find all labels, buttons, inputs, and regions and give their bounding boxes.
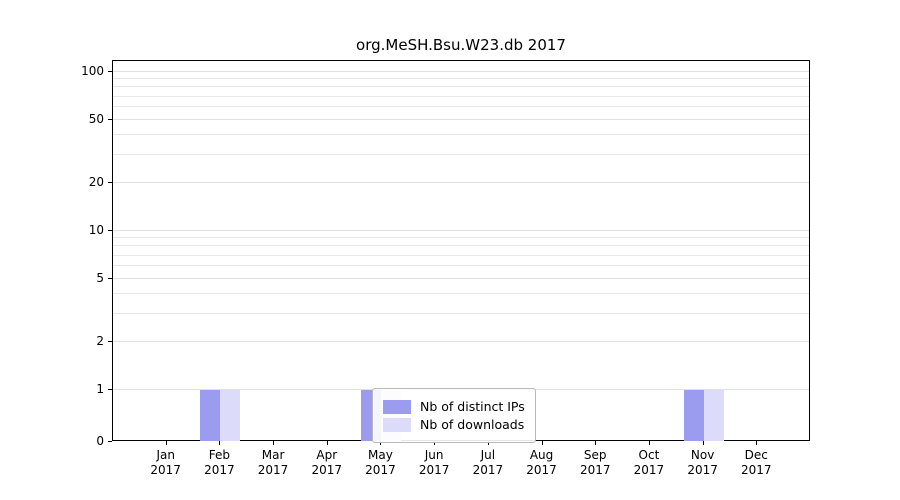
bar-downloads [703, 390, 724, 441]
x-tick-mark [756, 441, 758, 445]
chart-title: org.MeSH.Bsu.W23.db 2017 [356, 36, 566, 54]
x-tick-label: Dec 2017 [741, 448, 772, 477]
gridline [113, 237, 809, 239]
x-tick-label: Apr 2017 [311, 448, 343, 477]
x-tick-mark [273, 441, 275, 445]
plot-area [112, 60, 810, 441]
x-tick-mark [434, 441, 436, 445]
y-tick-mark [108, 230, 112, 231]
bar-distinct-ips [200, 390, 221, 441]
x-tick-mark [541, 441, 543, 445]
x-tick-label: Aug 2017 [526, 448, 557, 477]
gridline [113, 71, 809, 72]
x-tick-label: Jan 2017 [150, 448, 181, 477]
y-tick-label: 1 [96, 382, 104, 396]
x-tick-label: Jun 2017 [418, 448, 450, 477]
x-tick-mark [380, 441, 382, 445]
y-tick-label: 5 [96, 270, 104, 285]
gridline [113, 230, 809, 231]
x-tick-mark [487, 441, 489, 445]
legend: Nb of distinct IPs Nb of downloads [372, 388, 536, 443]
x-tick-mark [326, 441, 328, 445]
x-tick-mark [165, 441, 167, 445]
gridline [113, 182, 809, 184]
legend-label-downloads: Nb of downloads [420, 417, 525, 432]
gridline [113, 118, 809, 120]
y-tick-mark [108, 182, 112, 184]
legend-item-distinct-ips: Nb of distinct IPs [383, 399, 525, 414]
y-tick-mark [108, 441, 112, 442]
legend-item-downloads: Nb of downloads [383, 417, 525, 432]
y-tick-label: 20 [88, 175, 104, 190]
legend-patch-distinct-ips [383, 399, 411, 414]
gridline [113, 254, 809, 256]
gridline [113, 341, 809, 343]
gridline [113, 245, 809, 247]
x-tick-label: Oct 2017 [633, 448, 665, 477]
gridline [113, 78, 809, 80]
x-tick-mark [702, 441, 704, 445]
y-tick-label: 100 [81, 64, 104, 78]
x-tick-label: Nov 2017 [687, 448, 718, 477]
y-tick-label: 2 [96, 334, 104, 349]
y-tick-label: 0 [96, 434, 104, 448]
y-tick-mark [108, 341, 112, 343]
bar-downloads [220, 390, 241, 441]
gridline [113, 313, 809, 315]
y-tick-mark [108, 389, 112, 390]
gridline [113, 154, 809, 156]
y-tick-mark [108, 118, 112, 120]
gridline [113, 106, 809, 108]
y-tick-mark [108, 277, 112, 279]
bar-distinct-ips [683, 390, 704, 441]
gridline [113, 293, 809, 295]
x-tick-mark [595, 441, 597, 445]
x-tick-label: Jul 2017 [472, 448, 504, 477]
gridline [113, 134, 809, 136]
x-tick-mark [648, 441, 650, 445]
x-tick-label: Sep 2017 [579, 448, 611, 477]
gridline [113, 265, 809, 267]
x-tick-label: Feb 2017 [204, 448, 235, 477]
gridline [113, 277, 809, 279]
legend-patch-downloads [383, 417, 411, 432]
y-tick-mark [108, 71, 112, 72]
gridline [113, 86, 809, 88]
x-tick-label: May 2017 [365, 448, 396, 477]
legend-label-distinct-ips: Nb of distinct IPs [420, 399, 525, 414]
gridline [113, 95, 809, 97]
y-tick-label: 50 [88, 111, 104, 126]
x-tick-label: Mar 2017 [257, 448, 289, 477]
y-tick-label: 10 [88, 223, 104, 237]
x-tick-mark [219, 441, 221, 445]
